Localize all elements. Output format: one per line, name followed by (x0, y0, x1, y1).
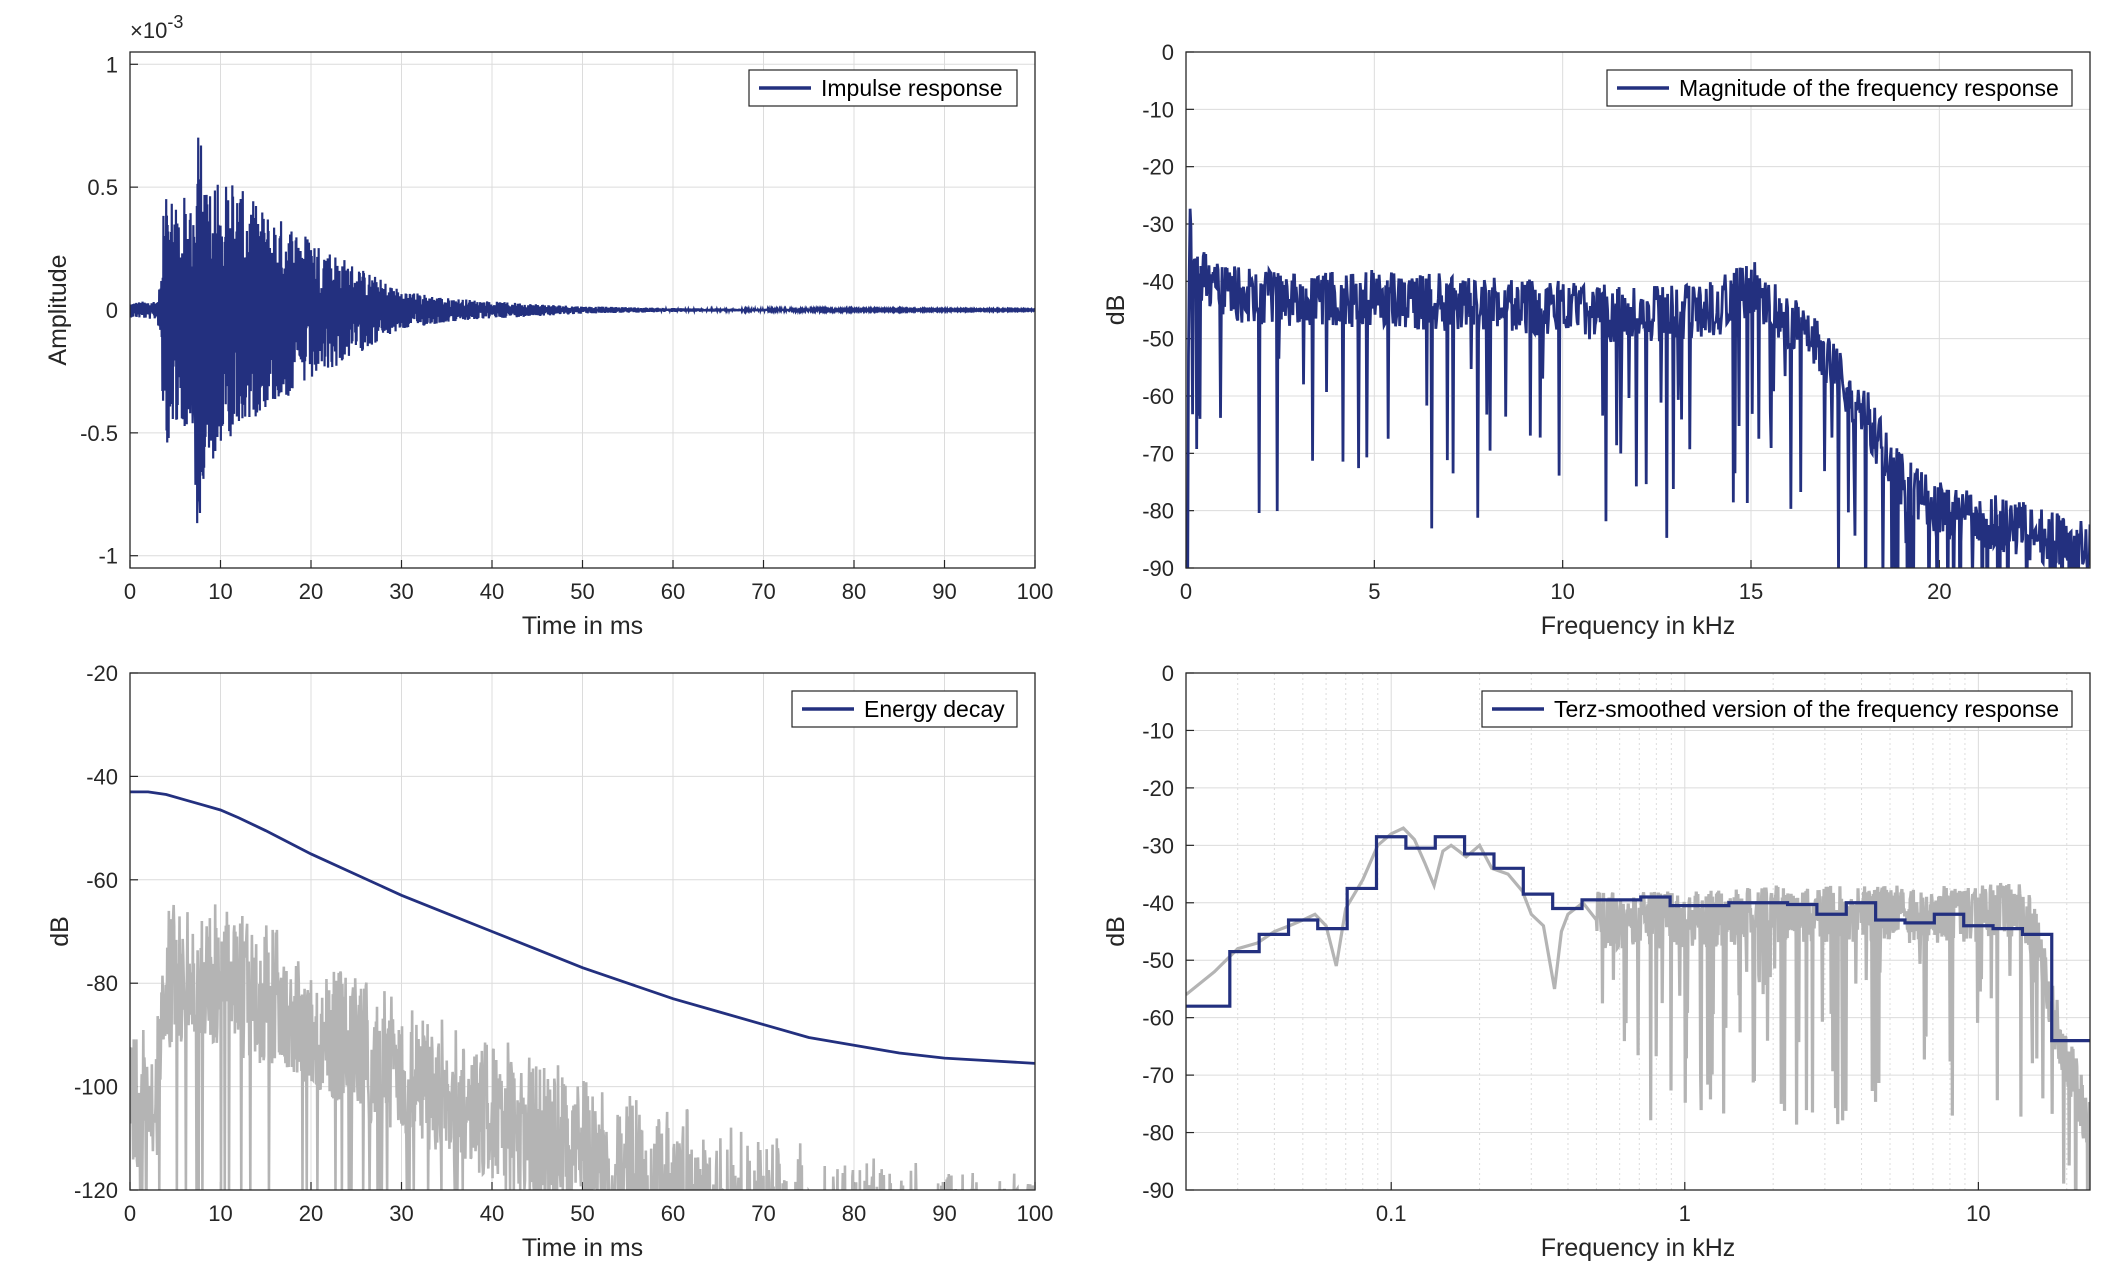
x-axis-label: Time in ms (522, 1234, 643, 1262)
y-tick-label: -90 (1142, 1178, 1174, 1203)
y-axis-label: Amplitude (44, 254, 72, 365)
x-tick-label: 30 (389, 579, 413, 604)
legend-box (1606, 69, 2073, 107)
x-tick-label: 20 (299, 1201, 323, 1226)
x-tick-label: 5 (1368, 579, 1380, 604)
y-tick-label: -80 (1142, 1121, 1174, 1146)
x-tick-label: 90 (932, 579, 956, 604)
x-tick-label: 70 (751, 1201, 775, 1226)
y-tick-label: -30 (1142, 833, 1174, 858)
x-tick-label: 100 (1017, 579, 1054, 604)
y-tick-label: -50 (1142, 948, 1174, 973)
impulse-response-axes: 0 10 20 30 40 50 60 70 80 90 100 -1 -0.5 0 0.5 1 Time in… (44, 12, 1053, 640)
y-tick-label: -10 (1142, 97, 1174, 122)
y-axis-label: dB (1102, 295, 1130, 326)
terz-smoothed-line (1186, 835, 2090, 1043)
legend: Magnitude of the frequency response (1606, 69, 2073, 107)
y-tick-label: -40 (86, 764, 118, 789)
y-axis-label: dB (46, 916, 74, 947)
x-tick-label: 40 (480, 579, 504, 604)
x-tick-label: 100 (1017, 1201, 1054, 1226)
y-tick-label: -40 (1142, 269, 1174, 294)
y-tick-label: -1 (98, 544, 118, 569)
x-tick-label: 0 (124, 1201, 136, 1226)
frequency-response-axes: 0 5 10 15 20 -90 -80 -70 -60 -50 -40 -30 -20 -10 0 Freq… (1102, 40, 2091, 640)
y-tick-label: 0 (1162, 40, 1174, 65)
y-tick-label: -0.5 (80, 421, 118, 446)
x-tick-label: 0.1 (1376, 1201, 1407, 1226)
y-axis-label: dB (1102, 916, 1130, 947)
x-tick-label: 10 (1550, 579, 1574, 604)
x-axis-label: Frequency in kHz (1541, 612, 1736, 640)
x-tick-label: 15 (1739, 579, 1763, 604)
x-tick-label: 1 (1679, 1201, 1691, 1226)
y-tick-label: -100 (74, 1075, 118, 1100)
y-tick-label: -70 (1142, 1063, 1174, 1088)
energy-decay-line (130, 790, 1035, 1065)
y-tick-label: -80 (86, 971, 118, 996)
y-tick-label: -10 (1142, 718, 1174, 743)
y-tick-label: 0.5 (87, 175, 118, 200)
energy-fine-line (130, 904, 1035, 1190)
x-tick-label: 0 (1180, 579, 1192, 604)
x-tick-label: 80 (842, 579, 866, 604)
y-tick-label: -70 (1142, 441, 1174, 466)
x-tick-label: 60 (661, 579, 685, 604)
x-tick-label: 50 (570, 579, 594, 604)
unsmoothed-response-line (1186, 826, 2090, 1190)
legend: Terz-smoothed version of the frequency r… (1481, 690, 2073, 728)
y-multiplier-base: ×10 (130, 18, 167, 43)
x-axis-label: Time in ms (522, 612, 643, 640)
frequency-response-line (1186, 208, 2090, 568)
y-tick-label: -20 (86, 661, 118, 686)
x-tick-label: 20 (1927, 579, 1951, 604)
axes-frame (129, 51, 1036, 569)
y-tick-label: -90 (1142, 556, 1174, 581)
y-tick-label: -60 (1142, 1006, 1174, 1031)
x-tick-label: 10 (208, 1201, 232, 1226)
energy-decay-axes: 0 10 20 30 40 50 60 70 80 90 100 -120 -100 -80 -60 -40 -… (46, 661, 1054, 1262)
y-tick-label: 0 (1162, 661, 1174, 686)
x-tick-label: 50 (570, 1201, 594, 1226)
legend: Energy decay (791, 690, 1018, 728)
legend-label: Magnitude of the frequency response (1679, 75, 2059, 101)
y-tick-label: -50 (1142, 327, 1174, 352)
y-tick-label: -120 (74, 1178, 118, 1203)
x-tick-label: 40 (480, 1201, 504, 1226)
y-tick-label: -20 (1142, 155, 1174, 180)
y-tick-label: -20 (1142, 776, 1174, 801)
y-tick-label: -60 (1142, 384, 1174, 409)
x-tick-label: 10 (1966, 1201, 1990, 1226)
y-tick-label: -40 (1142, 891, 1174, 916)
x-tick-label: 80 (842, 1201, 866, 1226)
y-tick-label: -30 (1142, 212, 1174, 237)
legend-label: Terz-smoothed version of the frequency r… (1554, 696, 2059, 722)
x-tick-label: 70 (751, 579, 775, 604)
x-tick-label: 90 (932, 1201, 956, 1226)
x-tick-label: 20 (299, 579, 323, 604)
x-tick-label: 60 (661, 1201, 685, 1226)
terz-smoothed-axes: 0.1 1 10 -90 -80 -70 -60 -50 -40 -30 -20 -10 0 Freque… (1102, 661, 2091, 1262)
legend-label: Energy decay (864, 696, 1005, 722)
legend-box (1481, 690, 2073, 728)
y-tick-label: 1 (106, 52, 118, 77)
x-tick-label: 0 (124, 579, 136, 604)
axes-frame (1185, 51, 2091, 569)
x-axis-label: Frequency in kHz (1541, 1234, 1736, 1262)
axes-frame (129, 672, 1036, 1191)
axes-frame (1185, 672, 2091, 1191)
y-tick-label: -80 (1142, 499, 1174, 524)
y-multiplier: ×10-3 (130, 12, 183, 43)
y-tick-label: 0 (106, 298, 118, 323)
legend: Impulse response (748, 69, 1018, 107)
legend-label: Impulse response (821, 75, 1003, 101)
x-tick-label: 10 (208, 579, 232, 604)
x-tick-label: 30 (389, 1201, 413, 1226)
impulse-response-line (130, 137, 1035, 524)
y-multiplier-exponent: -3 (167, 12, 183, 32)
y-tick-label: -60 (86, 868, 118, 893)
